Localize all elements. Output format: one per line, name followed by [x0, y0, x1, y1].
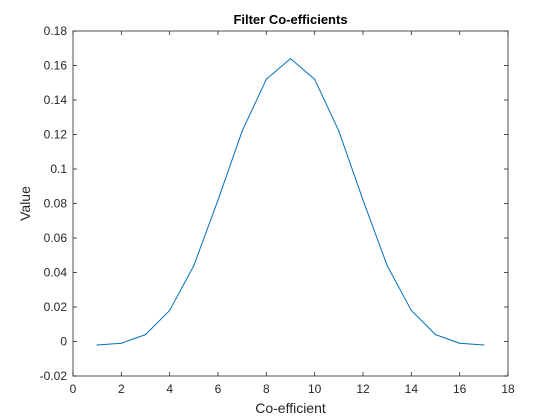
- series-layer: [96, 58, 485, 346]
- x-tick-label: 16: [453, 382, 467, 396]
- x-axis: 0 2 4 6 8 10 12 14 16 18: [70, 31, 515, 396]
- data-point: [434, 334, 437, 336]
- data-point: [265, 78, 267, 80]
- data-point: [410, 309, 412, 312]
- data-point: [459, 342, 461, 344]
- data-point: [144, 334, 147, 336]
- data-point: [120, 342, 122, 344]
- x-tick-label: 18: [501, 382, 515, 396]
- y-tick-label: 0.18: [44, 24, 68, 38]
- data-point: [386, 265, 388, 267]
- x-tick-label: 8: [263, 382, 270, 396]
- y-tick-label: 0.08: [44, 197, 68, 211]
- data-point: [241, 130, 243, 132]
- x-tick-label: 14: [405, 382, 419, 396]
- x-tick-label: 4: [166, 382, 173, 396]
- y-tick-label: 0.06: [44, 231, 68, 245]
- data-point: [362, 199, 364, 201]
- y-tick-label: 0: [60, 335, 67, 349]
- data-point: [314, 78, 316, 80]
- y-tick-label: 0.02: [44, 300, 68, 314]
- data-point: [483, 344, 485, 346]
- y-tick-label: 0.14: [44, 93, 68, 107]
- x-tick-label: 0: [70, 382, 77, 396]
- data-point: [193, 265, 195, 267]
- x-tick-label: 12: [356, 382, 370, 396]
- plot-box: [72, 30, 509, 377]
- y-axis: -0.02 0 0.02 0.04 0.06 0.08 0.1 0.12 0.14 0.16 0.1…: [40, 24, 508, 383]
- chart-title: Filter Co-efficients: [233, 12, 347, 27]
- data-point: [169, 309, 171, 312]
- y-tick-label: 0.1: [50, 162, 67, 176]
- x-axis-label: Co-efficient: [255, 400, 326, 416]
- plot-area: [73, 31, 508, 376]
- y-tick-label: -0.02: [40, 369, 68, 383]
- y-tick-label: 0.16: [44, 59, 68, 73]
- y-tick-label: 0.12: [44, 128, 68, 142]
- y-tick-label: 0.04: [44, 266, 68, 280]
- x-tick-label: 10: [308, 382, 322, 396]
- data-point: [338, 130, 340, 132]
- x-tick-label: 2: [118, 382, 125, 396]
- x-tick-label: 6: [215, 382, 222, 396]
- data-point: [96, 344, 98, 346]
- data-point: [289, 58, 292, 60]
- y-axis-label: Value: [17, 186, 33, 221]
- data-point: [217, 199, 219, 201]
